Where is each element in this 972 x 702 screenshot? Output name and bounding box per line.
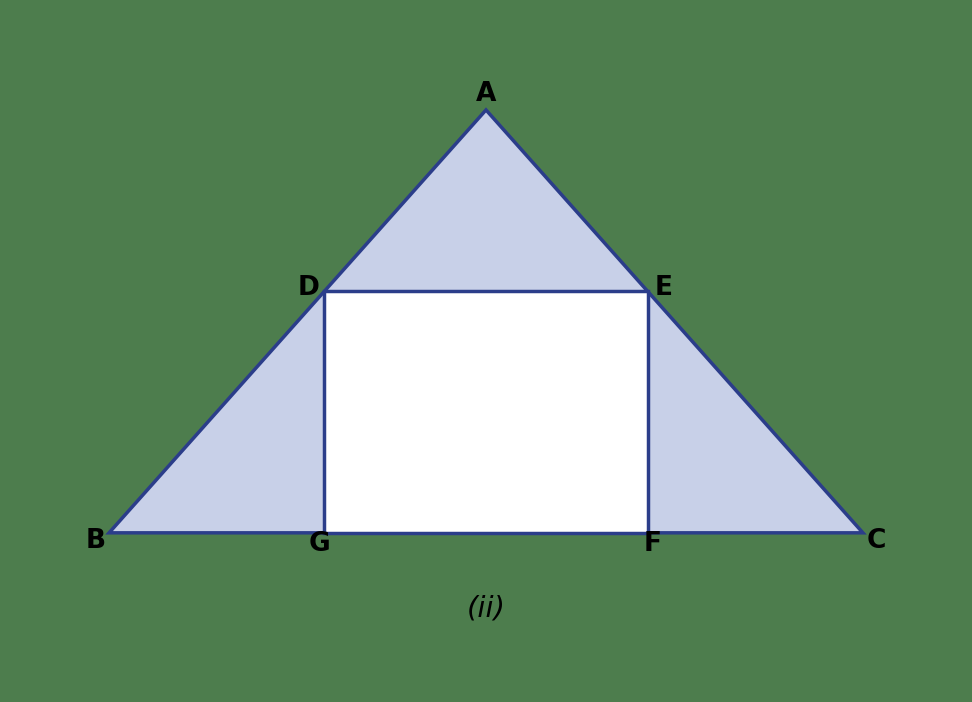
- Polygon shape: [325, 291, 647, 533]
- Text: F: F: [643, 531, 661, 557]
- Text: A: A: [476, 81, 496, 107]
- Text: E: E: [655, 275, 673, 301]
- Text: D: D: [297, 275, 319, 301]
- Text: C: C: [866, 528, 885, 554]
- Text: B: B: [87, 528, 106, 554]
- Text: (ii): (ii): [467, 594, 505, 622]
- Polygon shape: [109, 110, 863, 533]
- Text: G: G: [309, 531, 330, 557]
